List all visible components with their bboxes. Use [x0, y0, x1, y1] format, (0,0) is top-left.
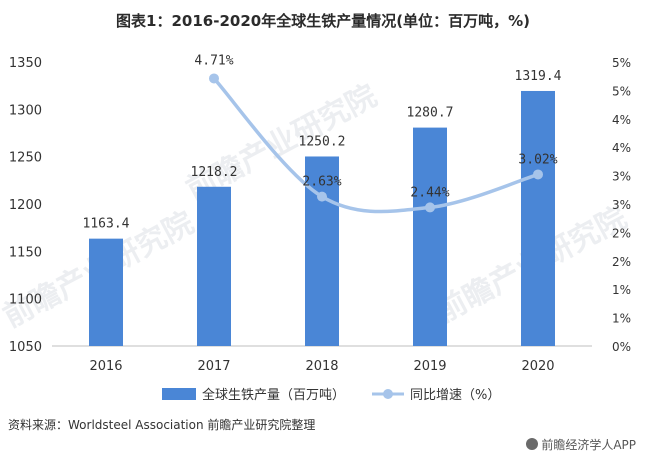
x-tick-label: 2018	[305, 359, 338, 374]
y-left-tick-label: 1250	[9, 151, 42, 166]
y-right-tick-label: 4%	[612, 113, 631, 127]
y-right-tick-label: 4%	[612, 141, 631, 155]
legend-bar-swatch	[162, 388, 196, 400]
source-note: 资料来源：Worldsteel Association 前瞻产业研究院整理	[8, 418, 316, 432]
bar	[197, 186, 231, 346]
y-left-tick-label: 1150	[9, 245, 42, 260]
bar-value-label: 1250.2	[299, 134, 346, 149]
line-point	[533, 169, 543, 180]
y-left-tick-label: 1050	[9, 340, 42, 355]
bar	[413, 127, 447, 346]
bar-value-label: 1218.2	[191, 165, 238, 180]
legend-bar-label: 全球生铁产量（百万吨）	[202, 387, 345, 403]
y-left-tick-label: 1300	[9, 103, 42, 118]
bar	[89, 238, 123, 346]
line-value-label: 2.44%	[410, 185, 449, 200]
bar	[521, 90, 555, 346]
bar-value-label: 1163.4	[83, 217, 130, 232]
y-right-tick-label: 5%	[612, 84, 631, 98]
y-right-tick-label: 3%	[612, 170, 631, 184]
y-left-tick-label: 1100	[9, 293, 42, 308]
line-value-label: 2.63%	[302, 175, 341, 190]
legend-line-label: 同比增速（%）	[410, 388, 500, 403]
bar-value-label: 1280.7	[407, 106, 454, 121]
brand-mark: 前瞻经济学人APP	[526, 436, 636, 453]
y-right-tick-label: 0%	[612, 340, 631, 354]
bar-value-label: 1319.4	[515, 69, 562, 84]
y-left-tick-label: 1350	[9, 56, 42, 71]
x-tick-label: 2019	[413, 359, 446, 374]
y-right-tick-label: 5%	[612, 56, 631, 70]
line-value-label: 4.71%	[194, 53, 233, 68]
chart-canvas: 1050 1100 1150 1200 1250 1300 1350 0% 1% 1% 2% 2% 3%…	[9, 53, 631, 403]
x-tick-label: 2016	[89, 359, 122, 374]
chart-title: 图表1：2016-2020年全球生铁产量情况(单位：百万吨，%)	[116, 12, 530, 30]
x-tick-label: 2017	[197, 359, 230, 374]
line-value-label: 3.02%	[518, 152, 557, 167]
y-right-tick-label: 1%	[612, 283, 631, 297]
y-right-tick-label: 1%	[612, 312, 631, 326]
y-right-tick-label: 2%	[612, 255, 631, 269]
line-point	[425, 202, 435, 213]
y-right-tick-label: 2%	[612, 226, 631, 240]
growth-rate-line	[212, 76, 540, 214]
x-tick-label: 2020	[521, 359, 554, 374]
y-left-tick-label: 1200	[9, 198, 42, 213]
line-point	[317, 191, 327, 202]
line-point	[209, 73, 219, 84]
brand-logo-icon	[526, 438, 539, 450]
y-right-tick-label: 3%	[612, 198, 631, 212]
brand-label: 前瞻经济学人APP	[541, 438, 636, 452]
legend-line-marker	[383, 389, 393, 399]
